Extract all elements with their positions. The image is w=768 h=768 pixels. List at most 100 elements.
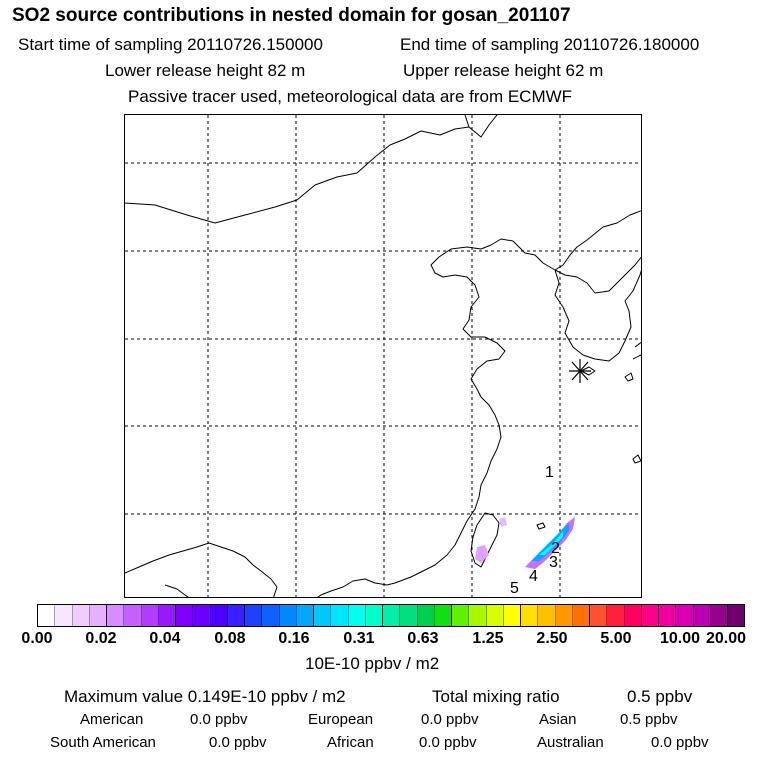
region-value-asian: 0.5 ppbv	[620, 711, 678, 728]
colorbar-tick: 0.00	[21, 630, 53, 647]
coast-islet	[536, 522, 546, 530]
point-label-1: 1	[545, 464, 554, 481]
colorbar-tick: 0.63	[407, 630, 439, 647]
colorbar-swatch	[555, 605, 573, 626]
colorbar-swatch	[521, 605, 539, 626]
coast-bohai	[386, 238, 556, 586]
start-time: Start time of sampling 20110726.150000	[18, 35, 323, 54]
colorbar-swatch	[331, 605, 349, 626]
coast-south-china	[317, 578, 388, 597]
colorbar-swatch	[572, 605, 590, 626]
region-value-african: 0.0 ppbv	[419, 734, 477, 751]
coastlines	[125, 115, 641, 597]
border-vietnam	[125, 542, 278, 597]
colorbar-swatch	[141, 605, 159, 626]
colorbar-tick: 5.00	[600, 630, 632, 647]
upper-release-height: Upper release height 62 m	[403, 61, 604, 80]
plume-mid	[531, 523, 569, 561]
colorbar-swatch	[452, 605, 470, 626]
colorbar-swatch	[590, 605, 608, 626]
region-name-south-american: South American	[50, 734, 156, 751]
colorbar-swatch	[193, 605, 211, 626]
coast-japan-island	[624, 372, 634, 382]
region-name-asian: Asian	[539, 711, 577, 728]
colorbar-swatch	[210, 605, 228, 626]
receptor-stroke	[571, 361, 589, 381]
point-label-2: 2	[551, 540, 560, 557]
map-panel: 1 2 3 4 5	[124, 114, 642, 598]
colorbar-swatch	[469, 605, 487, 626]
border-mongolia	[125, 115, 470, 224]
coast-taiwan	[470, 512, 500, 568]
colorbar-tick: 2.50	[536, 630, 568, 647]
colorbar-swatch	[227, 605, 245, 626]
plume-taiwan-patch	[475, 545, 489, 563]
colorbar-swatch	[383, 605, 401, 626]
border-manchuria	[468, 115, 498, 138]
colorbar-swatch	[89, 605, 107, 626]
receptor-asterisk-marker	[569, 359, 591, 383]
colorbar-swatch	[55, 605, 73, 626]
lower-release-height: Lower release height 82 m	[105, 61, 306, 80]
colorbar-tick: 0.04	[149, 630, 181, 647]
colorbar-swatch	[641, 605, 659, 626]
colorbar-swatch	[158, 605, 176, 626]
total-mixing-ratio-label: Total mixing ratio	[432, 687, 560, 706]
colorbar-tick: 0.31	[343, 630, 375, 647]
region-value-south-american: 0.0 ppbv	[209, 734, 267, 751]
coast-jeju	[580, 366, 596, 376]
colorbar-swatch	[417, 605, 435, 626]
map-canvas: 1 2 3 4 5	[125, 115, 641, 597]
border-laos	[164, 584, 189, 597]
colorbar-tick: 1.25	[472, 630, 504, 647]
colorbar-swatch	[348, 605, 366, 626]
coast-korea-east	[594, 256, 641, 294]
plume-taiwan-north	[499, 517, 507, 527]
colorbar-swatch	[710, 605, 728, 626]
colorbar-tick: 20.00	[705, 630, 747, 647]
border-korea	[554, 269, 596, 294]
colorbar-swatch	[72, 605, 90, 626]
tracer-note: Passive tracer used, meteorological data…	[128, 87, 573, 106]
colorbar-swatch	[176, 605, 194, 626]
coast-ryukyu-a	[632, 454, 641, 464]
colorbar-swatch	[245, 605, 263, 626]
total-mixing-ratio-value: 0.5 ppbv	[627, 687, 693, 706]
colorbar-swatch	[676, 605, 694, 626]
region-name-african: African	[327, 734, 374, 751]
region-value-european: 0.0 ppbv	[421, 711, 479, 728]
coast-korea	[554, 269, 641, 362]
colorbar-tick: 0.16	[278, 630, 310, 647]
point-label-3: 3	[549, 554, 558, 571]
colorbar-swatch	[400, 605, 418, 626]
colorbar-swatch	[296, 605, 314, 626]
colorbar-swatch	[38, 605, 56, 626]
colorbar-tick: 0.08	[214, 630, 246, 647]
plot-title: SO2 source contributions in nested domai…	[12, 5, 571, 26]
colorbar-swatch	[486, 605, 504, 626]
colorbar-tick: 0.02	[85, 630, 117, 647]
colorbar-tick: 10.00	[659, 630, 701, 647]
colorbar-swatch	[728, 605, 745, 626]
colorbar-swatch	[538, 605, 556, 626]
colorbar-swatch	[624, 605, 642, 626]
colorbar-swatch	[365, 605, 383, 626]
region-name-australian: Australian	[537, 734, 604, 751]
region-value-australian: 0.0 ppbv	[651, 734, 709, 751]
colorbar-swatch	[503, 605, 521, 626]
colorbar-swatch	[434, 605, 452, 626]
colorbar-swatch	[262, 605, 280, 626]
colorbar-swatch	[279, 605, 297, 626]
coast-japan-kyushu	[632, 341, 641, 360]
colorbar-swatch	[659, 605, 677, 626]
end-time: End time of sampling 20110726.180000	[400, 35, 700, 54]
region-name-european: European	[308, 711, 374, 728]
concentration-plume	[475, 517, 575, 569]
colorbar-unit: 10E-10 ppbv / m2	[305, 654, 440, 673]
point-label-4: 4	[529, 568, 538, 585]
point-label-5: 5	[510, 580, 519, 597]
maximum-value: Maximum value 0.149E-10 ppbv / m2	[64, 687, 346, 706]
border-northeast	[554, 210, 641, 271]
region-value-american: 0.0 ppbv	[190, 711, 248, 728]
map-gridlines	[125, 115, 641, 597]
